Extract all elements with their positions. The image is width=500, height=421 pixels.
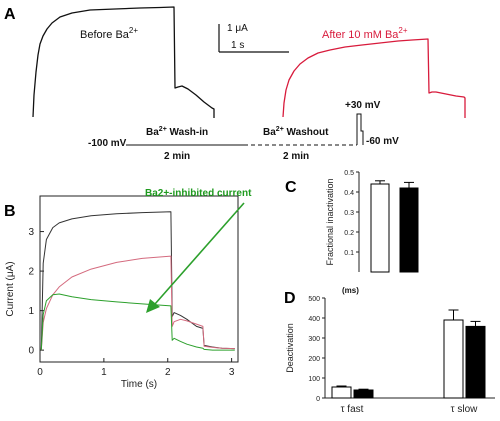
bar-0 <box>370 183 390 273</box>
panel-d: D (ms) 0 100 200 300 400 500 Deactivation τ fas… <box>284 286 495 415</box>
washout-label: Ba2+ Washout <box>263 126 329 138</box>
trace-before-barium <box>32 6 215 118</box>
x-tick-label: 1 <box>101 367 107 378</box>
annotation-arrow-line <box>154 202 245 305</box>
y-tick-label: 3 <box>28 227 34 238</box>
step-potential-label: +30 mV <box>345 100 381 111</box>
y-axis-label: Deactivation <box>285 323 295 373</box>
plot-c: 0.1 0.2 0.3 0.4 0.5 Fractional inactivation <box>325 170 419 273</box>
y-tick-label: 0.3 <box>344 210 354 217</box>
y-axis-label: Current (μA) <box>5 261 16 316</box>
y-tick-label: 200 <box>308 356 320 363</box>
plot-b: 0 1 2 3 0 1 2 3 Time (s) Current (μA) <box>5 195 239 390</box>
annotation-arrow <box>146 202 245 313</box>
scale-bar: 1 μA 1 s <box>218 23 289 53</box>
bar-0-1 <box>353 389 374 399</box>
voltage-step <box>356 113 364 145</box>
y-tick-label: 0.4 <box>344 190 354 197</box>
label-before-barium: Before Ba2+ <box>80 26 138 41</box>
x-tick-label: 3 <box>229 367 235 378</box>
annotation-inhibited-current: Ba2+-inhibited current <box>145 188 252 199</box>
y-tick-label: 1 <box>28 306 34 317</box>
tail-potential-label: -60 mV <box>366 136 399 147</box>
bar-1 <box>399 187 419 273</box>
panel-d-letter: D <box>284 290 296 307</box>
scale-bar-time-label: 1 s <box>231 40 244 51</box>
series-line-2 <box>40 293 235 351</box>
panel-a: A Before Ba2+ After 10 mM Ba2+ 1 μA 1 s … <box>4 6 466 162</box>
wash-in-label: Ba2+ Wash-in <box>146 126 208 138</box>
x-tick-label: 2 <box>165 367 171 378</box>
category-label: τ slow <box>451 404 479 415</box>
x-axis-label: Time (s) <box>121 379 157 390</box>
panel-c-letter: C <box>285 179 297 196</box>
series-line-1 <box>40 255 235 351</box>
voltage-protocol: -100 mV Ba2+ Wash-in Ba2+ Washout 2 min … <box>88 100 399 162</box>
y-tick-label: 0 <box>316 396 320 403</box>
scale-bar-current-label: 1 μA <box>227 23 248 34</box>
panel-b: B 0 1 2 3 0 1 2 3 Time (s) Current (μA) Ba2+-inhi… <box>4 188 252 390</box>
plot-b-frame <box>39 195 239 363</box>
y-tick-label: 100 <box>308 376 320 383</box>
bar-1-1 <box>465 325 486 399</box>
series-line-0 <box>40 211 235 351</box>
x-tick-label: 0 <box>37 367 43 378</box>
holding-potential-label: -100 mV <box>88 138 127 149</box>
panel-d-unit: (ms) <box>342 286 359 295</box>
category-label: τ fast <box>341 404 364 415</box>
y-tick-label: 500 <box>308 296 320 303</box>
y-tick-label: 0.1 <box>344 250 354 257</box>
y-axis-label: Fractional inactivation <box>325 178 335 265</box>
panel-a-letter: A <box>4 6 16 23</box>
y-tick-label: 2 <box>28 267 34 278</box>
panel-c: C 0.1 0.2 0.3 0.4 0.5 Fractional inactivation <box>285 170 419 273</box>
label-after-barium: After 10 mM Ba2+ <box>322 26 408 41</box>
annotation-arrowhead <box>146 299 160 313</box>
y-tick-label: 0.5 <box>344 170 354 177</box>
y-tick-label: 400 <box>308 316 320 323</box>
wash-in-duration: 2 min <box>164 151 190 162</box>
trace-after-barium <box>282 38 466 118</box>
y-tick-label: 0 <box>28 346 34 357</box>
y-tick-label: 0.2 <box>344 230 354 237</box>
panel-b-letter: B <box>4 203 16 220</box>
plot-d: 0 100 200 300 400 500 Deactivation τ fast τ slow <box>285 296 495 415</box>
bar-0-0 <box>331 386 352 399</box>
bar-1-0 <box>443 319 464 399</box>
y-tick-label: 300 <box>308 336 320 343</box>
washout-duration: 2 min <box>283 151 309 162</box>
